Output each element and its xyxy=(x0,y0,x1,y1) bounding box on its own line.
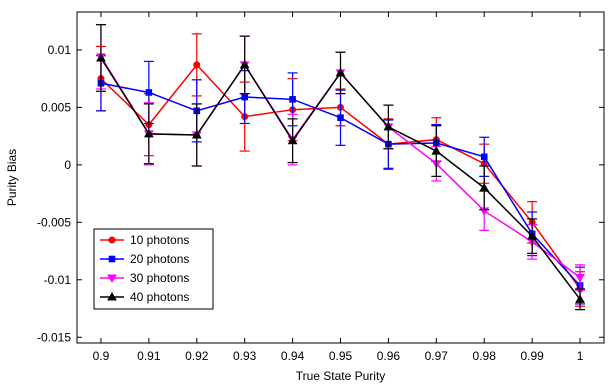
legend-label: 30 photons xyxy=(130,271,189,285)
x-tick-label: 0.9 xyxy=(93,349,110,363)
legend: 10 photons 20 photons 30 photons 40 photons xyxy=(93,228,214,310)
x-tick-label: 0.96 xyxy=(377,349,401,363)
data-point xyxy=(287,135,298,145)
y-tick-label: -0.015 xyxy=(37,330,71,344)
y-tick-label: 0.005 xyxy=(41,100,71,114)
y-tick-label: 0 xyxy=(64,158,71,172)
data-point xyxy=(145,89,153,96)
legend-marker xyxy=(107,291,117,301)
legend-label: 10 photons xyxy=(130,233,189,247)
x-tick-label: 0.94 xyxy=(281,349,305,363)
x-tick-label: 0.93 xyxy=(233,349,257,363)
data-point xyxy=(289,96,296,103)
data-point xyxy=(144,128,154,138)
data-point xyxy=(193,61,201,69)
data-point xyxy=(96,52,106,62)
y-tick-label: 0.01 xyxy=(48,43,72,57)
data-point xyxy=(239,59,250,69)
data-point xyxy=(575,294,585,303)
y-axis-title: Purity Bias xyxy=(5,149,19,206)
series-4 xyxy=(95,24,586,311)
x-tick-label: 0.92 xyxy=(185,349,209,363)
data-point xyxy=(431,146,442,155)
y-tick-label: -0.01 xyxy=(44,273,72,287)
data-point xyxy=(337,114,344,122)
data-point xyxy=(191,129,202,139)
x-axis-title: True State Purity xyxy=(296,369,386,383)
legend-marker xyxy=(108,236,116,244)
x-tick-label: 0.97 xyxy=(425,349,449,363)
x-tick-label: 1 xyxy=(577,349,584,363)
legend-marker xyxy=(107,274,117,284)
legend-label: 20 photons xyxy=(130,252,189,266)
data-point xyxy=(241,93,248,101)
data-point xyxy=(335,67,346,77)
legend-label: 40 photons xyxy=(130,290,189,304)
y-tick-label: -0.005 xyxy=(37,215,71,229)
x-tick-label: 0.99 xyxy=(520,349,544,363)
x-tick-label: 0.91 xyxy=(137,349,161,363)
x-tick-label: 0.98 xyxy=(473,349,497,363)
data-point xyxy=(383,121,394,131)
legend-marker xyxy=(108,255,116,263)
data-point xyxy=(575,273,585,283)
data-point xyxy=(479,182,490,192)
x-tick-label: 0.95 xyxy=(329,349,353,363)
axis-layer: 0.9 0.91 0.92 0.93 0.94 0.95 0.96 0.97 0.98 0.99 1… xyxy=(37,12,604,363)
data-point xyxy=(527,231,537,240)
data-point xyxy=(480,153,488,161)
plot-layer xyxy=(95,24,586,311)
